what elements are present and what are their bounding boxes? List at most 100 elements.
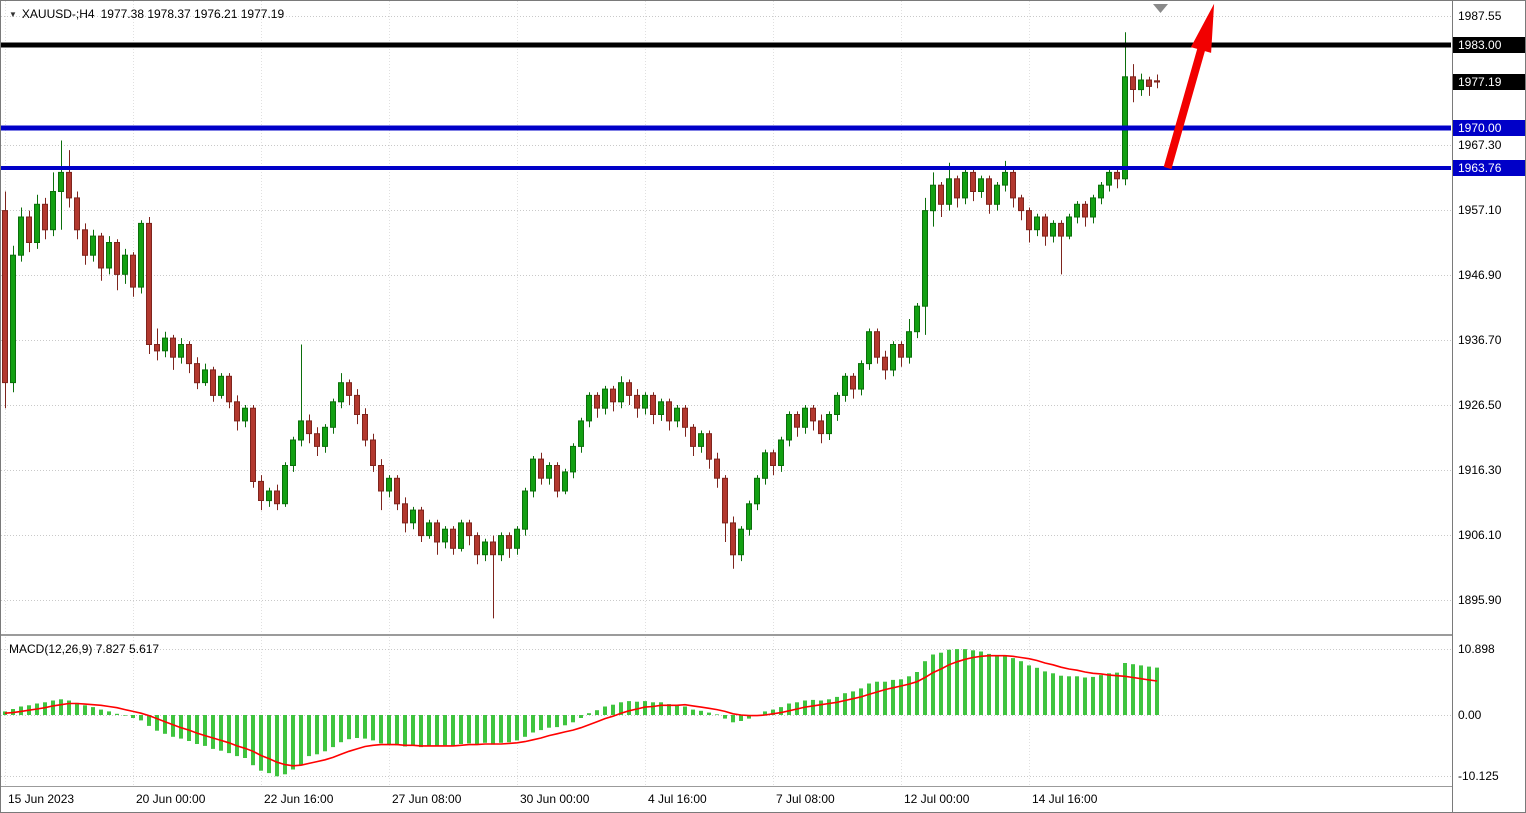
macd-histogram-bar	[819, 700, 823, 715]
price-axis-label: 1926.50	[1458, 398, 1502, 412]
symbol-period-label: XAUUSD-;H4	[21, 7, 95, 21]
price-level-tag: 1977.19	[1453, 74, 1525, 90]
candle-body	[258, 480, 264, 501]
time-axis-label: 20 Jun 00:00	[136, 792, 206, 806]
macd-histogram-bar	[747, 715, 751, 719]
candle-body	[882, 356, 888, 371]
macd-histogram-bar	[691, 709, 695, 715]
macd-histogram-bar	[163, 715, 167, 734]
candle-body	[1018, 197, 1024, 212]
price-axis-label: 1906.10	[1458, 528, 1502, 542]
candle-body	[442, 528, 448, 543]
candle-body	[578, 420, 584, 447]
candle-body	[346, 382, 352, 396]
macd-histogram-bar	[1011, 658, 1015, 715]
macd-histogram-bar	[227, 715, 231, 754]
macd-histogram-bar	[1147, 666, 1151, 715]
macd-histogram-bar	[787, 703, 791, 715]
macd-histogram-bar	[923, 661, 927, 715]
macd-histogram-bar	[203, 715, 207, 746]
candle-body	[658, 401, 664, 415]
candle-body	[146, 222, 152, 345]
candle-body	[338, 382, 344, 403]
candle-body	[306, 420, 312, 435]
panel-divider[interactable]	[1, 634, 1525, 636]
macd-histogram-bar	[643, 701, 647, 715]
macd-histogram-bar	[867, 683, 871, 715]
macd-histogram-bar	[115, 713, 119, 715]
macd-histogram-bar	[411, 715, 415, 746]
macd-histogram-bar	[427, 715, 431, 746]
candle-body	[554, 465, 560, 492]
macd-histogram-bar	[971, 650, 975, 715]
price-axis-label: 1946.90	[1458, 268, 1502, 282]
candle-body	[386, 477, 392, 492]
candle-body	[818, 420, 824, 435]
macd-histogram-bar	[627, 701, 631, 715]
macd-histogram-bar	[1019, 661, 1023, 715]
candle-body	[522, 490, 528, 530]
macd-histogram-bar	[347, 715, 351, 740]
macd-histogram-bar	[219, 715, 223, 751]
candle-body	[290, 439, 296, 466]
price-level-tag: 1963.76	[1453, 160, 1525, 176]
candle-body	[178, 344, 184, 358]
macd-histogram-bar	[1083, 677, 1087, 715]
candle-body	[274, 490, 280, 505]
macd-histogram-bar	[723, 715, 727, 719]
macd-histogram-bar	[579, 715, 583, 718]
candle-body	[650, 394, 656, 415]
candle-body	[922, 210, 928, 307]
candle-body	[410, 509, 416, 524]
macd-histogram-bar	[1155, 667, 1159, 715]
candle-body	[842, 375, 848, 396]
macd-histogram-bar	[1067, 676, 1071, 715]
time-axis[interactable]: 15 Jun 2023 20 Jun 00:00 22 Jun 16:00 27 Ju…	[1, 787, 1452, 812]
time-axis-label: 4 Jul 16:00	[648, 792, 707, 806]
macd-histogram-bar	[187, 715, 191, 741]
candle-body	[890, 344, 896, 371]
candle-body	[186, 344, 192, 365]
macd-histogram-bar	[467, 715, 471, 744]
macd-histogram-bar	[891, 679, 895, 715]
macd-histogram-bar	[1115, 672, 1119, 715]
macd-histogram-bar	[739, 715, 743, 721]
candle-body	[74, 197, 80, 231]
chart-canvas[interactable]	[1, 1, 1452, 813]
candle-body	[506, 535, 512, 549]
candle-body	[698, 433, 704, 447]
candle-body	[626, 382, 632, 396]
candle-body	[514, 528, 520, 549]
macd-histogram-bar	[547, 715, 551, 728]
candle-body	[874, 331, 880, 358]
candle-body	[90, 235, 96, 256]
price-axis[interactable]: 1987.55 1967.30 1957.10 1946.90 1936.70 1926.…	[1452, 1, 1525, 812]
macd-histogram-bar	[835, 696, 839, 715]
candle-body	[490, 541, 496, 556]
price-level-tag: 1970.00	[1453, 120, 1525, 136]
macd-histogram-bar	[555, 715, 559, 728]
candle-body	[786, 414, 792, 441]
trend-arrow[interactable]	[1163, 3, 1215, 170]
candle-body	[202, 369, 208, 384]
candle-body	[1138, 79, 1144, 91]
time-axis-label: 27 Jun 08:00	[392, 792, 462, 806]
candle-body	[226, 375, 232, 403]
candle-body	[538, 458, 544, 479]
time-axis-label: 15 Jun 2023	[8, 792, 75, 806]
price-level-tag: 1983.00	[1453, 37, 1525, 53]
candle-body	[826, 414, 832, 435]
candle-body	[1106, 171, 1112, 186]
macd-signal-line	[4, 654, 1158, 767]
macd-histogram-bar	[683, 706, 687, 715]
macd-histogram-bar	[443, 715, 447, 746]
candle-body	[474, 535, 480, 556]
macd-histogram-bar	[955, 649, 959, 715]
macd-histogram-bar	[251, 715, 255, 766]
macd-axis-label: 10.898	[1458, 642, 1495, 656]
chart-shift-marker-icon[interactable]	[1153, 4, 1168, 13]
macd-histogram-bar	[763, 711, 767, 715]
macd-histogram-bar	[475, 715, 479, 744]
macd-histogram-bar	[883, 681, 887, 715]
macd-histogram-bar	[1059, 675, 1063, 715]
